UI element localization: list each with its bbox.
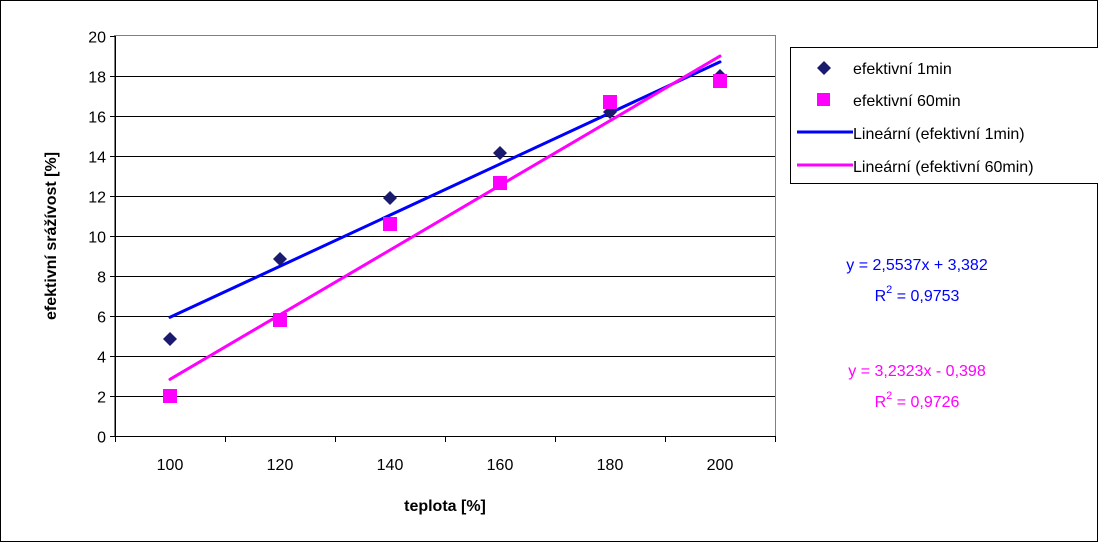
y-tick-label: 4 (97, 350, 106, 367)
marker-layer (163, 69, 727, 403)
x-tick-label: 100 (157, 457, 184, 474)
y-tick-label: 16 (88, 110, 106, 127)
axis-layer: 0 2 4 6 8 10 12 14 16 18 20 100 120 140 160 180 200 (88, 30, 776, 474)
x-tick-label: 140 (377, 457, 404, 474)
legend-marker-1min (817, 61, 831, 75)
data-point-60min (603, 95, 617, 109)
legend-label-1min: efektivní 1min (853, 61, 952, 78)
y-axis-title: efektivní srážívost [%] (43, 152, 60, 320)
x-axis-title: teplota [%] (404, 498, 486, 515)
y-tick-label: 8 (97, 270, 106, 287)
grid-layer (115, 76, 775, 397)
data-point-60min (273, 313, 287, 327)
y-tick-label: 20 (88, 30, 106, 47)
legend-label-trend-60min: Lineární (efektivní 60min) (853, 159, 1034, 176)
data-point-1min (493, 146, 507, 160)
y-tick-label: 14 (88, 150, 106, 167)
x-tick-label: 180 (597, 457, 624, 474)
trend-r2-1min: R2 = 0,9753 (875, 284, 960, 305)
trend-r2-60min-value: = 0,9726 (892, 394, 959, 411)
trendline-layer (168, 54, 722, 381)
data-point-60min (163, 389, 177, 403)
data-point-60min (713, 74, 727, 88)
legend-label-trend-1min: Lineární (efektivní 1min) (853, 126, 1025, 143)
trend-r2-60min: R2 = 0,9726 (875, 390, 960, 411)
trendline-1min (168, 60, 722, 319)
data-point-1min (273, 252, 287, 266)
equation-1min: y = 2,5537x + 3,382 R2 = 0,9753 (846, 257, 988, 305)
legend: efektivní 1min efektivní 60min Lineární … (790, 47, 1098, 184)
equation-60min: y = 3,2323x - 0,398 R2 = 0,9726 (848, 363, 986, 411)
trend-r2-60min-label: R (875, 394, 887, 411)
legend-label-60min: efektivní 60min (853, 93, 961, 110)
trend-r2-1min-label: R (875, 288, 887, 305)
trend-equation-1min: y = 2,5537x + 3,382 (846, 257, 988, 274)
data-point-60min (493, 176, 507, 190)
trend-r2-60min-exp: 2 (886, 390, 892, 402)
x-tick-label: 200 (707, 457, 734, 474)
trendline-60min (168, 54, 722, 381)
y-tick-label: 12 (88, 190, 106, 207)
y-tick-label: 2 (97, 390, 106, 407)
legend-marker-60min (817, 93, 830, 106)
legend-box (790, 47, 1098, 184)
data-point-1min (163, 332, 177, 346)
x-tick-label: 120 (267, 457, 294, 474)
y-tick-label: 18 (88, 70, 106, 87)
y-tick-label: 6 (97, 310, 106, 327)
y-tick-label: 10 (88, 230, 106, 247)
x-tick-label: 160 (487, 457, 514, 474)
trend-r2-1min-value: = 0,9753 (892, 288, 959, 305)
trend-equation-60min: y = 3,2323x - 0,398 (848, 363, 986, 380)
data-point-1min (383, 191, 397, 205)
y-tick-label: 0 (97, 430, 106, 447)
trend-r2-1min-exp: 2 (886, 284, 892, 296)
data-point-60min (383, 217, 397, 231)
